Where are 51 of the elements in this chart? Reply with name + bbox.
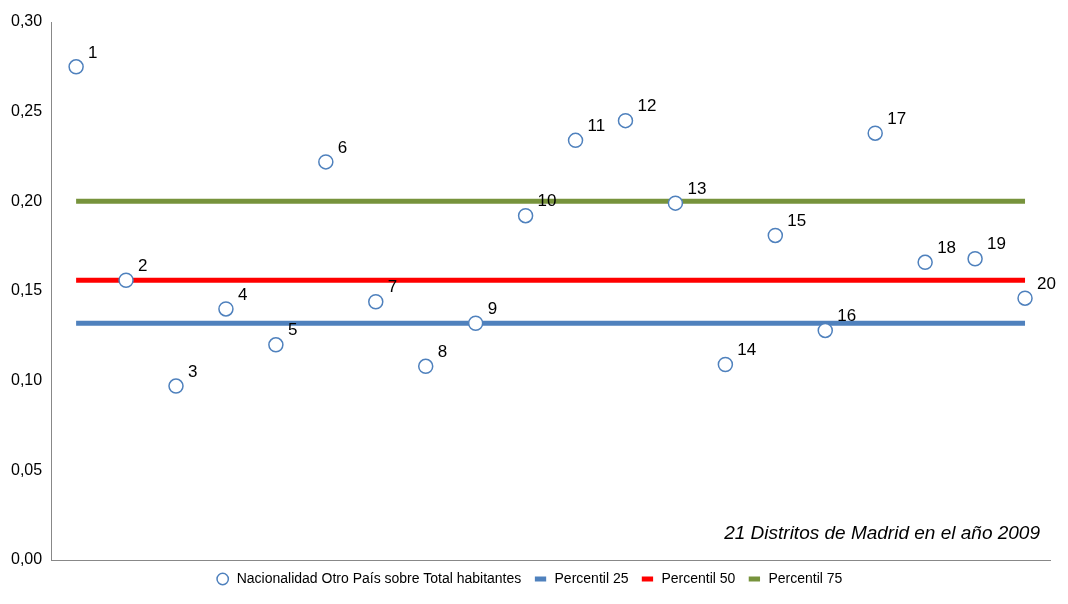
point bbox=[767, 227, 784, 244]
point bbox=[617, 112, 634, 129]
x-tick-label: 13 bbox=[687, 178, 707, 198]
legend-label: Percentil 25 bbox=[554, 569, 629, 586]
x-tick-label: 2 bbox=[138, 255, 148, 275]
annotation: 21 Distritos de Madrid en el año 2009 bbox=[723, 522, 1041, 544]
x-tick-label: 11 bbox=[587, 116, 606, 136]
x-tick-label: 3 bbox=[188, 361, 198, 381]
y-tick-label: 0,05 bbox=[11, 460, 43, 478]
point bbox=[817, 322, 834, 339]
x-tick-label: 4 bbox=[237, 284, 248, 304]
x-tick-label: 14 bbox=[737, 340, 757, 360]
y-tick-label: 0,20 bbox=[11, 191, 43, 209]
x-tick-label: 16 bbox=[837, 306, 857, 326]
point bbox=[68, 59, 84, 75]
x-tick-label: 9 bbox=[487, 298, 498, 318]
point bbox=[567, 132, 584, 149]
y-tick-label: 0,25 bbox=[11, 102, 43, 120]
y-tick-label: 0,30 bbox=[11, 12, 43, 30]
x-tick-label: 1 bbox=[88, 42, 98, 62]
point bbox=[318, 154, 334, 170]
x-tick-label: 6 bbox=[337, 137, 348, 157]
y-tick-label: 0,10 bbox=[11, 371, 43, 389]
legend-label: Percentil 50 bbox=[661, 569, 736, 586]
point bbox=[717, 356, 734, 373]
point bbox=[118, 272, 134, 288]
x-tick-label: 7 bbox=[387, 277, 398, 297]
x-tick-label: 5 bbox=[287, 320, 298, 340]
point bbox=[467, 315, 484, 332]
point bbox=[268, 337, 284, 353]
point bbox=[967, 250, 983, 267]
legend-label: Percentil 75 bbox=[768, 569, 843, 586]
point bbox=[917, 254, 933, 271]
y-tick-label: 0,00 bbox=[11, 550, 43, 568]
point bbox=[417, 358, 434, 375]
point bbox=[867, 125, 883, 141]
x-tick-label: 19 bbox=[987, 234, 1007, 254]
x-tick-label: 18 bbox=[937, 237, 957, 257]
point bbox=[168, 378, 184, 394]
x-tick-label: 8 bbox=[437, 342, 448, 362]
x-tick-label: 20 bbox=[1037, 273, 1056, 293]
x-tick-label: 17 bbox=[887, 108, 907, 128]
point bbox=[1017, 290, 1033, 306]
point bbox=[667, 195, 684, 211]
point bbox=[517, 207, 534, 224]
x-tick-label: 15 bbox=[787, 211, 807, 231]
y-tick-label: 0,15 bbox=[11, 281, 43, 299]
x-tick-label: 12 bbox=[637, 96, 657, 116]
legend-label: Nacionalidad Otro País sobre Total habitantes bbox=[236, 569, 522, 586]
point bbox=[368, 294, 384, 310]
point bbox=[218, 301, 234, 317]
